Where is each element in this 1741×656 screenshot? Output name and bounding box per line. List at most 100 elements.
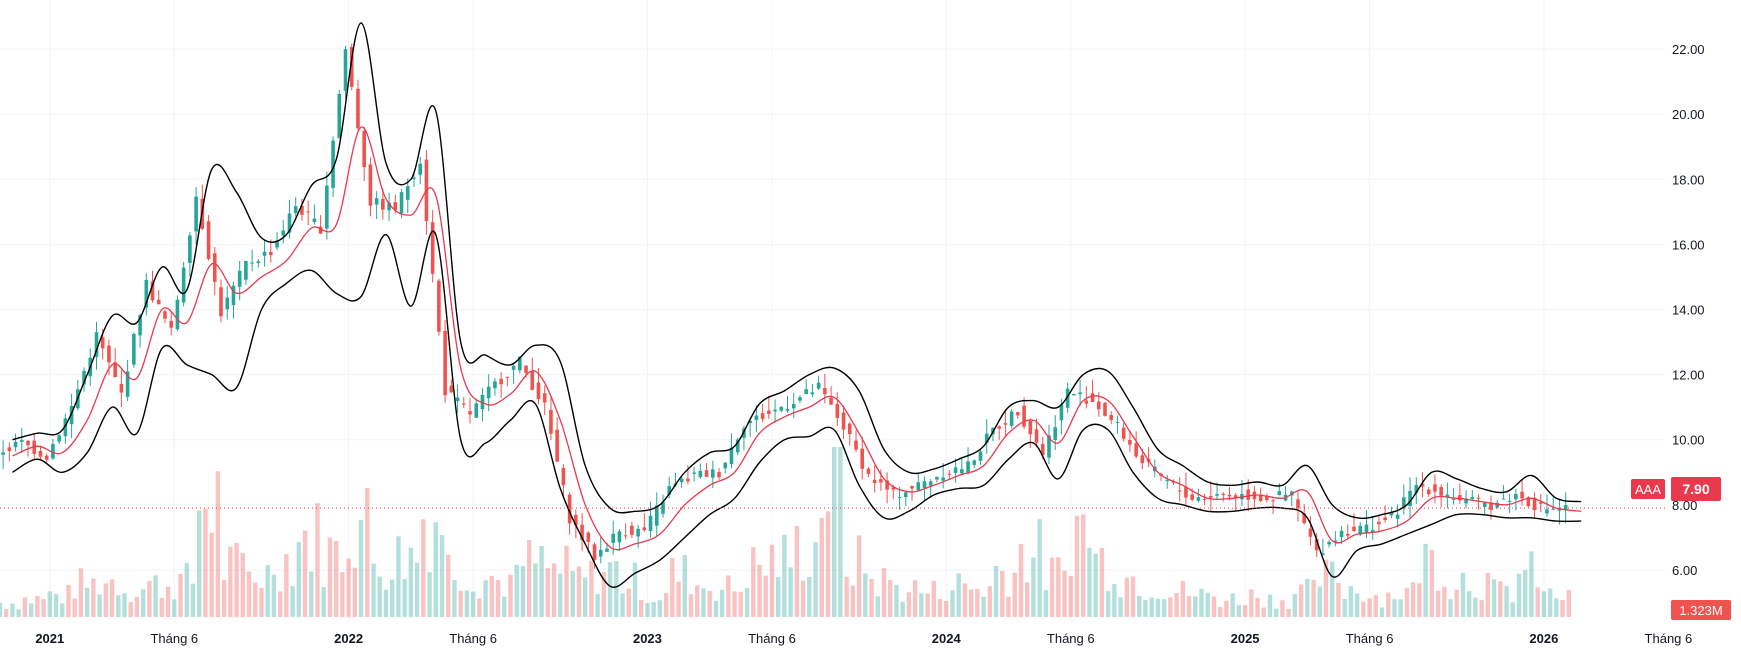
candle-body	[381, 198, 385, 210]
candle-body	[44, 455, 49, 460]
volume-bar	[47, 591, 53, 617]
candle-body	[586, 532, 591, 542]
volume-bar	[1230, 593, 1235, 617]
x-tick-label: Tháng 6	[748, 631, 796, 646]
x-tick-label: Tháng 6	[449, 631, 497, 646]
volume-bar	[16, 609, 21, 617]
candle-body	[854, 440, 858, 450]
candle-body	[953, 467, 958, 473]
volume-bar	[695, 585, 700, 617]
candle-body	[194, 196, 198, 232]
candle-body	[960, 469, 964, 474]
volume-bar	[539, 545, 544, 617]
candle-body	[1308, 528, 1313, 537]
candle-body	[623, 535, 628, 537]
bollinger-lower-line	[12, 230, 1582, 588]
volume-bar	[221, 579, 227, 617]
candles	[1, 43, 1568, 569]
volume-bar	[153, 575, 158, 617]
volume-bar	[365, 488, 370, 617]
candle-body	[437, 280, 441, 332]
volume-bar	[1348, 586, 1354, 617]
candle-body	[667, 486, 672, 495]
candle-body	[1538, 502, 1543, 504]
volume-bar	[1460, 572, 1466, 617]
volume-bar	[794, 525, 800, 617]
volume-bar	[607, 562, 613, 617]
volume-bar	[128, 601, 133, 617]
volume-bar	[1267, 594, 1273, 617]
candle-body	[598, 549, 603, 557]
volume-bar	[84, 587, 90, 617]
volume-bar	[775, 577, 781, 617]
volume-bar	[1081, 514, 1086, 617]
candle-body	[823, 387, 827, 395]
volume-bar	[1336, 582, 1341, 617]
volume-bar	[265, 565, 270, 617]
candle-body	[1258, 495, 1263, 501]
volume-bar	[421, 519, 426, 617]
candle-body	[82, 370, 86, 385]
candle-body	[387, 202, 391, 211]
volume-bar	[1155, 598, 1161, 617]
candle-body	[138, 315, 142, 336]
volume-bar	[533, 563, 538, 617]
volume-bar	[757, 564, 762, 617]
y-tick-label: 16.00	[1672, 237, 1705, 252]
candle-body	[897, 497, 902, 499]
candle-body	[1227, 494, 1232, 497]
candle-body	[704, 470, 709, 477]
candle-body	[1277, 491, 1282, 496]
candle-body	[169, 320, 173, 328]
volume-bar	[738, 591, 744, 617]
candle-body	[779, 407, 784, 411]
candle-body	[325, 185, 329, 229]
candle-body	[405, 186, 410, 200]
volume-bar	[838, 447, 843, 617]
candle-body	[1451, 498, 1456, 500]
volume-bar	[140, 589, 146, 617]
candle-body	[449, 385, 454, 393]
y-tick-label: 12.00	[1672, 368, 1705, 383]
candle-body	[735, 439, 740, 453]
candle-body	[1439, 487, 1443, 496]
x-tick-label: 2022	[334, 631, 363, 646]
volume-bar	[956, 573, 961, 617]
volume-bar	[850, 585, 856, 617]
y-axis[interactable]: 6.00 8.00 10.00 12.00 14.00 16.00 18.00 20.00 22…	[1672, 42, 1705, 578]
volume-bar	[906, 592, 912, 617]
volume-bar	[483, 580, 488, 617]
candle-body	[206, 221, 211, 260]
x-axis[interactable]: 2021 Tháng 6 2022 Tháng 6 2023 Tháng 6 2024 Thá…	[35, 631, 1692, 646]
candle-body	[729, 447, 734, 465]
volume-bar	[352, 567, 358, 617]
volume-bar	[1473, 597, 1478, 617]
candle-body	[262, 251, 267, 256]
volume-bar	[645, 603, 650, 617]
candle-body	[163, 311, 167, 319]
candle-body	[287, 213, 292, 233]
candle-body	[611, 533, 615, 543]
volume-bar	[919, 593, 924, 617]
volume-bar	[78, 568, 84, 617]
volume-bar	[751, 547, 756, 617]
volume-bar	[514, 564, 519, 617]
volume-badge-bg	[1671, 600, 1731, 620]
volume-bar	[321, 587, 326, 617]
volume-bar	[309, 571, 314, 617]
candle-body	[1034, 429, 1039, 443]
volume-bar	[869, 578, 874, 617]
last-price-badge-bg	[1671, 477, 1721, 501]
volume-bar	[1130, 576, 1136, 617]
volume-bar	[502, 596, 507, 617]
candle-body	[1221, 493, 1226, 496]
volume-bar	[676, 581, 681, 617]
volume-bar	[1404, 588, 1410, 617]
candle-body	[362, 130, 366, 168]
candle-body	[1482, 502, 1487, 508]
volume-bar	[1566, 590, 1571, 617]
moving-average-line	[12, 126, 1582, 551]
candle-body	[941, 477, 945, 481]
